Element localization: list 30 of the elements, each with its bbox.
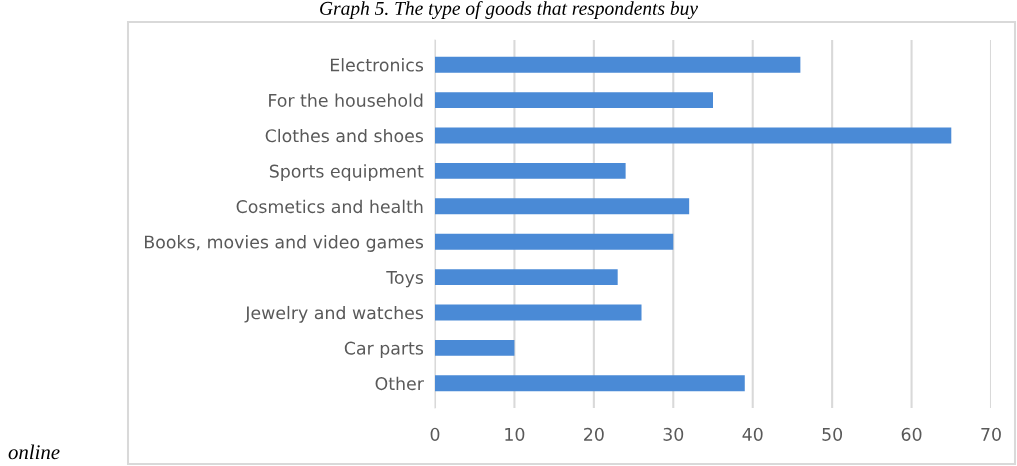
y-tick-label: Cosmetics and health <box>236 199 423 214</box>
bar <box>435 127 952 144</box>
y-tick-label: Books, movies and video games <box>145 235 424 252</box>
x-tick-label: 10 <box>505 427 525 441</box>
bar <box>435 304 642 321</box>
y-tick-label: For the household <box>269 93 423 107</box>
bar <box>435 198 690 215</box>
bar <box>435 56 801 73</box>
y-tick-label: Car parts <box>344 341 424 359</box>
y-tick-label: Electronics <box>330 58 424 72</box>
y-tick-label: Clothes and shoes <box>265 128 424 143</box>
y-tick-label: Jewelry and watches <box>244 305 424 323</box>
bar <box>435 162 626 179</box>
x-tick-label: 20 <box>584 427 604 441</box>
y-tick-label: Sports equipment <box>269 164 424 182</box>
text: online <box>8 444 60 460</box>
bar <box>435 269 618 286</box>
bar <box>435 339 515 356</box>
x-tick-label: 70 <box>981 427 1001 441</box>
x-tick-label: 0 <box>430 427 440 441</box>
bar <box>435 375 745 392</box>
y-tick-label: Toys <box>386 271 424 288</box>
x-tick-label: 40 <box>742 427 763 441</box>
x-tick-label: 50 <box>822 427 843 441</box>
x-tick-label: 60 <box>901 427 922 441</box>
bar <box>435 92 713 109</box>
bar <box>435 233 674 250</box>
chart-title: Graph 5. The type of goods that respondents buy <box>320 1 698 19</box>
y-tick-label: Other <box>375 376 424 391</box>
x-tick-label: 30 <box>663 427 684 441</box>
